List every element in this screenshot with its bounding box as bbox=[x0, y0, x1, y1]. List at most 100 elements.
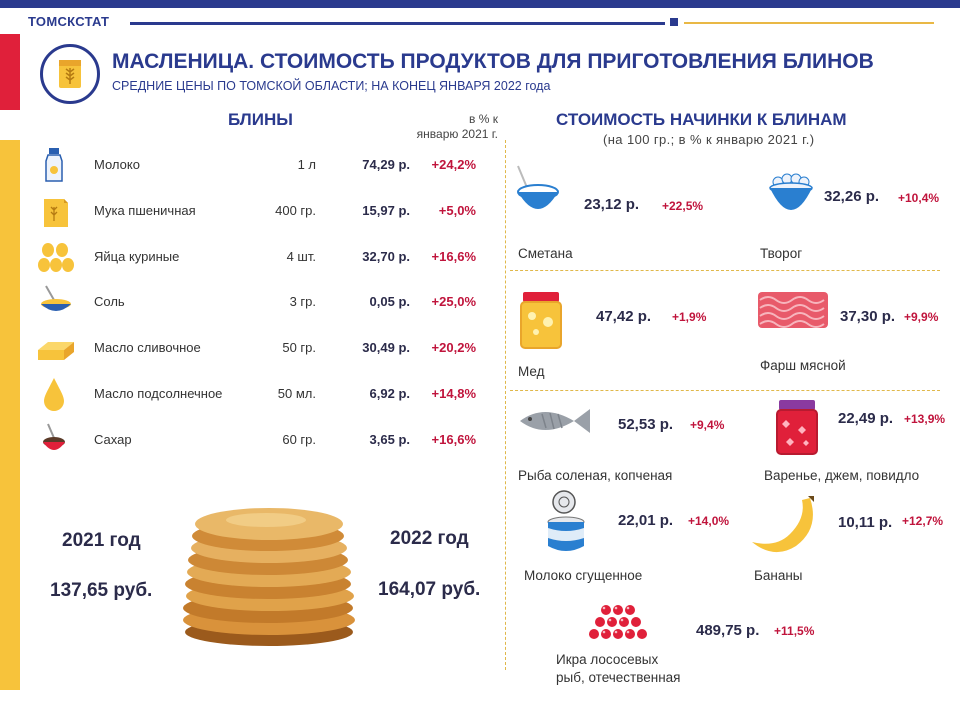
filling-name: Сметана bbox=[518, 246, 573, 261]
filling-name: Молоко сгущенное bbox=[524, 568, 643, 583]
filling-pct: +12,7% bbox=[902, 514, 944, 528]
header-rule-gold bbox=[684, 22, 934, 24]
filling-name: Творог bbox=[760, 246, 803, 261]
filling-price: 22,01 р. bbox=[618, 512, 674, 529]
jam-jar-icon bbox=[774, 398, 820, 461]
filling-pct: +9,9% bbox=[904, 310, 939, 324]
ingredient-qty: 3 гр. bbox=[289, 294, 316, 309]
ingredient-name: Яйца куриные bbox=[94, 249, 180, 264]
filling-item: 32,26 р. +10,4% Творог bbox=[760, 172, 948, 266]
ingredient-name: Молоко bbox=[94, 157, 140, 172]
filling-pct: +11,5% bbox=[774, 624, 815, 638]
header-rule-navy bbox=[130, 22, 665, 25]
ingredient-name: Масло сливочное bbox=[94, 340, 201, 355]
ingredient-qty: 1 л bbox=[297, 157, 316, 172]
ingredient-name: Масло подсолнечное bbox=[94, 386, 223, 401]
eggs-icon bbox=[36, 237, 76, 277]
brand-label: ТОМСКСТАТ bbox=[28, 14, 110, 29]
year-2022-label: 2022 год bbox=[390, 528, 469, 549]
ingredient-pct: +5,0% bbox=[438, 203, 476, 218]
oil-drop-icon bbox=[36, 374, 76, 414]
banana-icon bbox=[750, 494, 820, 561]
filling-pct: +13,9% bbox=[904, 412, 946, 426]
fish-icon bbox=[516, 404, 596, 443]
accent-bar-red bbox=[0, 34, 20, 110]
ingredient-pct: +16,6% bbox=[431, 432, 476, 447]
ingredient-row: Мука пшеничная 400 гр. 15,97 р. +5,0% bbox=[36, 191, 496, 231]
ingredient-row: Молоко 1 л 74,29 р. +24,2% bbox=[36, 145, 496, 185]
filling-price: 37,30 р. bbox=[840, 308, 896, 325]
filling-name-line1: Икра лососевых bbox=[556, 652, 659, 667]
filling-name: Бананы bbox=[754, 568, 803, 583]
pancake-stack-icon bbox=[176, 490, 362, 650]
ingredient-qty: 50 гр. bbox=[282, 340, 316, 355]
ingredient-price: 3,65 р. bbox=[369, 432, 410, 447]
ingredient-row: Масло подсолнечное 50 мл. 6,92 р. +14,8% bbox=[36, 374, 496, 414]
ingredient-price: 74,29 р. bbox=[362, 157, 410, 172]
filling-price: 10,11 р. bbox=[838, 514, 893, 531]
ingredient-pct: +14,8% bbox=[431, 386, 476, 401]
ingredient-qty: 4 шт. bbox=[286, 249, 316, 264]
flour-logo-icon bbox=[40, 44, 100, 104]
ingredient-row: Сахар 60 гр. 3,65 р. +16,6% bbox=[36, 420, 496, 460]
milk-bottle-icon bbox=[36, 145, 76, 185]
ingredient-pct: +16,6% bbox=[431, 249, 476, 264]
filling-item: 52,53 р. +9,4% Рыба соленая, копченая bbox=[514, 402, 744, 488]
page-subtitle: СРЕДНИЕ ЦЕНЫ ПО ТОМСКОЙ ОБЛАСТИ; НА КОНЕ… bbox=[112, 79, 551, 93]
ingredient-qty: 50 мл. bbox=[277, 386, 316, 401]
ingredient-price: 6,92 р. bbox=[369, 386, 410, 401]
fillings-heading: СТОИМОСТЬ НАЧИНКИ К БЛИНАМ bbox=[556, 110, 847, 129]
ingredient-row: Соль 3 гр. 0,05 р. +25,0% bbox=[36, 282, 496, 322]
filling-item: 22,49 р. +13,9% Варенье, джем, повидло bbox=[760, 396, 950, 488]
ingredient-qty: 60 гр. bbox=[282, 432, 316, 447]
filling-name: Мед bbox=[518, 364, 545, 379]
row-divider bbox=[510, 270, 940, 271]
salt-bowl-icon bbox=[36, 282, 76, 322]
filling-pct: +1,9% bbox=[672, 310, 707, 324]
filling-name: Фарш мясной bbox=[760, 358, 846, 373]
pct-heading-line1: в % к bbox=[469, 112, 498, 126]
ingredient-name: Мука пшеничная bbox=[94, 203, 196, 218]
filling-item: 10,11 р. +12,7% Бананы bbox=[750, 494, 950, 586]
ingredient-pct: +24,2% bbox=[431, 157, 476, 172]
filling-item: 489,75 р. +11,5% Икра лососевых рыб, оте… bbox=[556, 600, 856, 692]
ingredient-price: 0,05 р. bbox=[369, 294, 410, 309]
total-2021: 137,65 руб. bbox=[50, 580, 153, 601]
filling-price: 23,12 р. bbox=[584, 196, 640, 213]
filling-pct: +14,0% bbox=[688, 514, 730, 528]
filling-item: 47,42 р. +1,9% Мед bbox=[514, 290, 734, 384]
filling-item: 22,01 р. +14,0% Молоко сгущенное bbox=[520, 490, 750, 586]
ingredient-qty: 400 гр. bbox=[275, 203, 316, 218]
sugar-bowl-icon bbox=[36, 420, 76, 460]
caviar-icon bbox=[586, 604, 650, 647]
sour-cream-icon bbox=[514, 162, 562, 231]
filling-item: 37,30 р. +9,9% Фарш мясной bbox=[756, 288, 946, 384]
filling-name: Рыба соленая, копченая bbox=[518, 468, 673, 483]
ingredient-row: Масло сливочное 50 гр. 30,49 р. +20,2% bbox=[36, 328, 496, 368]
minced-meat-icon bbox=[756, 288, 830, 337]
pct-column-heading: в % к январю 2021 г. bbox=[380, 112, 498, 142]
ingredient-price: 32,70 р. bbox=[362, 249, 410, 264]
year-2021-label: 2021 год bbox=[62, 530, 141, 551]
section-divider bbox=[505, 140, 506, 670]
filling-price: 52,53 р. bbox=[618, 416, 674, 433]
ingredient-pct: +25,0% bbox=[431, 294, 476, 309]
filling-item: 23,12 р. +22,5% Сметана bbox=[514, 162, 734, 266]
filling-name: Варенье, джем, повидло bbox=[764, 468, 920, 483]
filling-name-line2: рыб, отечественная bbox=[556, 670, 681, 685]
accent-bar-yellow bbox=[0, 140, 20, 690]
row-divider bbox=[510, 390, 940, 391]
header-square bbox=[670, 18, 678, 26]
ingredient-name: Сахар bbox=[94, 432, 132, 447]
filling-price: 489,75 р. bbox=[696, 622, 760, 639]
butter-icon bbox=[36, 328, 76, 368]
flour-bag-icon bbox=[36, 191, 76, 231]
ingredient-pct: +20,2% bbox=[431, 340, 476, 355]
fillings-subheading: (на 100 гр.; в % к январю 2021 г.) bbox=[603, 132, 815, 147]
honey-jar-icon bbox=[518, 290, 564, 355]
filling-pct: +22,5% bbox=[662, 199, 704, 213]
filling-pct: +9,4% bbox=[690, 418, 725, 432]
ingredient-price: 30,49 р. bbox=[362, 340, 410, 355]
filling-price: 47,42 р. bbox=[596, 308, 652, 325]
total-2022: 164,07 руб. bbox=[378, 579, 481, 600]
